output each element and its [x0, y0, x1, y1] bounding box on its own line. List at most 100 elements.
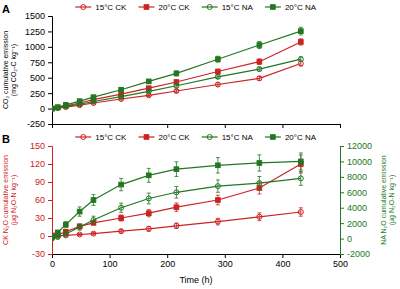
error-bar: [147, 94, 151, 96]
error-bar: [91, 195, 95, 206]
tick-label: 2000: [347, 219, 367, 229]
point: [55, 105, 60, 110]
tick-label: 4000: [347, 203, 367, 213]
error-bar: [299, 171, 303, 185]
axis-line: [53, 255, 341, 259]
point: [174, 190, 179, 195]
point: [119, 205, 124, 210]
error-bar: [216, 218, 220, 225]
tick: [282, 124, 283, 128]
legend-swatch: [202, 136, 218, 137]
series: [52, 208, 303, 239]
error-bar: [56, 230, 60, 234]
axis: -2000020004000600080001000012000: [340, 141, 372, 259]
legend-item: 20°C NA: [265, 133, 317, 142]
tick: [110, 124, 111, 128]
tick: 200: [160, 254, 175, 269]
point: [299, 40, 304, 45]
legend-label: 20°C CK: [158, 3, 190, 12]
tick-mark: [340, 223, 344, 224]
legend-swatch: [202, 6, 218, 7]
point: [119, 87, 124, 92]
tick-label: 150: [30, 141, 45, 151]
tick-mark: [48, 78, 52, 79]
tick: 6000: [340, 188, 367, 198]
plot-area: [52, 153, 303, 241]
point: [55, 235, 60, 240]
error-bar: [147, 168, 151, 182]
tick-mark: [48, 16, 52, 17]
error-bar: [64, 222, 68, 228]
tick: 30: [35, 213, 52, 223]
tick-mark: [48, 47, 52, 48]
tick-label: 0: [347, 234, 352, 244]
tick-mark: [48, 62, 52, 63]
axis-line: [48, 17, 53, 125]
series: [52, 27, 303, 111]
tick: 1000: [25, 42, 52, 52]
point: [119, 216, 124, 221]
y2-axis-title-line: (μg N₂O-N kg⁻¹): [388, 175, 396, 226]
error-bar: [257, 67, 261, 71]
tick: 90: [35, 177, 52, 187]
legend-marker: [271, 135, 276, 140]
tick-mark: [167, 124, 168, 128]
chart: -2500250500750100012501500CO₂ cumulative…: [0, 0, 400, 289]
legend-label: 15°C CK: [95, 3, 127, 12]
error-bar: [91, 96, 95, 99]
tick-label: 0: [50, 259, 55, 269]
tick: [167, 124, 168, 128]
point: [77, 232, 82, 237]
error-bar: [216, 83, 220, 86]
error-bar: [91, 232, 95, 234]
point: [119, 94, 124, 99]
tick-label: -30: [32, 249, 45, 259]
tick-label: 100: [103, 259, 118, 269]
point: [298, 57, 303, 62]
tick: 100: [103, 254, 118, 269]
tick-mark: [225, 124, 226, 128]
tick: 0: [40, 104, 52, 114]
error-bar: [78, 224, 82, 230]
error-bar: [91, 101, 95, 103]
tick-mark: [225, 254, 226, 258]
tick-label: 12000: [347, 141, 372, 151]
tick: 400: [275, 254, 290, 269]
error-bar: [119, 178, 123, 190]
point: [257, 67, 262, 72]
series: [52, 39, 303, 111]
error-bar: [78, 234, 82, 236]
y2-axis-title: NA N₂O cumulative emission(μg N₂O-N kg⁻¹…: [380, 155, 396, 245]
legend: 15°C CK 20°C CK 15°C NA 20°C NA: [75, 3, 317, 12]
legend-label: 15°C NA: [222, 3, 254, 12]
tick-mark: [340, 177, 344, 178]
tick-label: 6000: [347, 188, 367, 198]
axis: 0100200300400500: [50, 254, 348, 269]
tick-label: 1000: [25, 42, 45, 52]
legend-item: 20°C NA: [265, 3, 317, 12]
y-axis-title: CO₂ cumulative emission(mg CO₂-C kg⁻¹): [2, 31, 18, 109]
point: [257, 181, 262, 186]
point: [257, 59, 262, 64]
error-bar: [216, 56, 220, 62]
tick: 750: [30, 58, 52, 68]
legend-item: 20°C CK: [138, 133, 190, 142]
point: [91, 95, 96, 100]
tick: 1250: [25, 27, 52, 37]
point: [215, 219, 220, 224]
panel: -2500250500750100012501500CO₂ cumulative…: [2, 3, 341, 130]
x-axis-title-line: Time (h): [179, 275, 212, 285]
tick-mark: [48, 31, 52, 32]
tick: 500: [333, 254, 348, 269]
error-bar: [257, 59, 261, 65]
legend-label: 15°C NA: [222, 133, 254, 142]
point: [146, 89, 151, 94]
tick: 60: [35, 195, 52, 205]
axis: -300306090120150: [30, 141, 53, 259]
tick: -2000: [340, 249, 370, 259]
axis-line: [48, 147, 53, 255]
tick-mark: [282, 254, 283, 258]
legend-item: 15°C CK: [75, 133, 127, 142]
legend-item: 15°C NA: [202, 3, 254, 12]
point: [52, 106, 54, 111]
